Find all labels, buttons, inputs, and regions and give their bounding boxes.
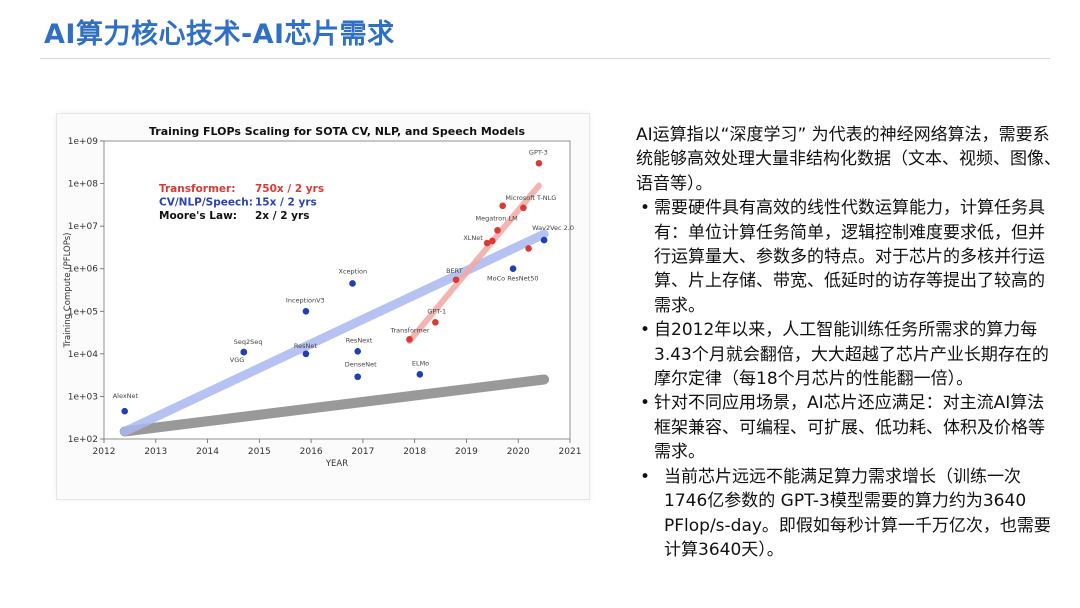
bullet-marker: • (640, 393, 651, 414)
data-point (349, 280, 356, 287)
y-tick-label: 1e+06 (68, 265, 99, 275)
legend-entry-label: Transformer: (159, 183, 235, 195)
x-tick-label: 2020 (507, 447, 530, 457)
data-point-label: Wav2Vec 2.0 (532, 224, 574, 232)
data-point-label: InceptionV3 (286, 296, 325, 304)
data-point (121, 407, 129, 415)
data-point (483, 239, 491, 247)
title-divider (40, 58, 1050, 59)
data-point-label: Transformer (389, 326, 429, 334)
data-point (302, 307, 310, 315)
x-tick-label: 2015 (248, 447, 271, 457)
data-point (354, 347, 362, 355)
data-point-label: DenseNet (345, 361, 377, 369)
data-point-label: GPT-1 (427, 307, 446, 315)
data-point (354, 373, 362, 381)
data-point-label: ResNext (346, 336, 373, 344)
x-tick-label: 2019 (455, 447, 478, 457)
data-point-label: Microsoft T-NLG (505, 194, 556, 202)
bullet-marker: • (640, 320, 651, 341)
chart-title: Training FLOPs Scaling for SOTA CV, NLP,… (149, 125, 525, 138)
bullet-gpt3: • 当前芯片远远不能满足算力需求增长（训练一次1746亿参数的 GPT-3模型需… (636, 465, 1061, 563)
trend-line (406, 182, 542, 345)
legend-entry-rate: 2x / 2 yrs (255, 210, 309, 222)
data-point (489, 237, 496, 245)
data-point (525, 245, 532, 252)
bullet-compute-growth: • 自2012年以来，人工智能训练任务所需求的算力每3.43个月就会翻倍，大大超… (636, 318, 1061, 391)
data-point (416, 371, 424, 378)
x-axis-label: YEAR (325, 459, 348, 469)
legend-entry-label: CV/NLP/Speech: (159, 197, 253, 209)
data-point (406, 335, 413, 343)
x-tick-label: 2013 (144, 447, 167, 457)
x-tick-label: 2012 (93, 447, 116, 457)
description-panel: AI运算指以“深度学习” 为代表的神经网络算法，需要系统能够高效处理大量非结构化… (636, 123, 1061, 562)
data-point (540, 236, 548, 244)
bullet-scenarios: • 针对不同应用场景，AI芯片还应满足：对主流AI算法框架兼容、可编程、可扩展、… (636, 391, 1061, 464)
data-point (432, 319, 439, 326)
data-point (499, 202, 506, 210)
flops-scaling-chart: 1e+02 1e+03 1e+04 1e+05 1e+06 1e+07 1e+08 1e+09… (63, 125, 582, 469)
bullet-gpt3-text: 当前芯片远远不能满足算力需求增长（训练一次1746亿参数的 GPT-3模型需要的… (664, 466, 1051, 560)
x-tick-label: 2016 (300, 447, 323, 457)
y-tick-label: 1e+08 (68, 180, 99, 190)
y-tick-label: 1e+07 (68, 222, 98, 232)
y-tick-label: 1e+05 (68, 307, 98, 317)
data-point (452, 276, 460, 284)
bullet-hardware: • 需要硬件具有高效的线性代数运算能力，计算任务具有：单位计算任务简单，逻辑控制… (636, 196, 1061, 318)
slide-title: AI算力核心技术-AI芯片需求 (44, 19, 395, 50)
data-point (240, 348, 248, 356)
x-tick-label: 2021 (559, 447, 582, 457)
y-tick-label: 1e+09 (68, 137, 99, 147)
x-tick-label: 2018 (403, 447, 426, 457)
legend-entry-label: Moore's Law: (159, 210, 237, 222)
trend-line (119, 374, 550, 437)
y-axis-label: Training Compute (PFLOPs) (63, 233, 73, 349)
data-point-label: Seq2Seq (234, 338, 263, 346)
bullet-scenarios-text: 针对不同应用场景，AI芯片还应满足：对主流AI算法框架兼容、可编程、可扩展、低功… (654, 393, 1045, 463)
data-point-label: GPT-3 (529, 148, 548, 156)
bullet-marker: • (640, 466, 651, 487)
data-point-label: AlexNet (113, 392, 139, 400)
y-tick-label: 1e+02 (68, 435, 98, 445)
data-point (520, 204, 527, 212)
x-tick-label: 2017 (351, 447, 374, 457)
data-point-label: VGG (230, 356, 245, 364)
intro-paragraph: AI运算指以“深度学习” 为代表的神经网络算法，需要系统能够高效处理大量非结构化… (636, 125, 1061, 194)
data-point-label: XLNet (463, 234, 483, 242)
legend-entry-rate: 750x / 2 yrs (255, 183, 324, 195)
legend-entry-rate: 15x / 2 yrs (255, 197, 317, 209)
data-point-label: Megatron LM (476, 214, 518, 222)
data-point-label: Xception (339, 267, 368, 275)
y-tick-label: 1e+03 (68, 392, 98, 402)
bullet-marker: • (640, 198, 651, 219)
data-point-label: MoCo ResNet50 (487, 275, 538, 283)
data-point (302, 350, 310, 358)
bullet-hardware-text: 需要硬件具有高效的线性代数运算能力，计算任务具有：单位计算任务简单，逻辑控制难度… (654, 198, 1045, 316)
data-point (535, 159, 543, 167)
bullet-compute-growth-text: 自2012年以来，人工智能训练任务所需求的算力每3.43个月就会翻倍，大大超越了… (654, 320, 1049, 390)
data-point-label: ELMo (412, 359, 429, 367)
y-tick-label: 1e+04 (68, 350, 99, 360)
x-tick-label: 2014 (196, 447, 219, 457)
data-point-label: ResNet (294, 342, 317, 350)
data-point (494, 226, 501, 234)
data-point (509, 265, 517, 273)
data-point-label: BERT (446, 267, 463, 275)
